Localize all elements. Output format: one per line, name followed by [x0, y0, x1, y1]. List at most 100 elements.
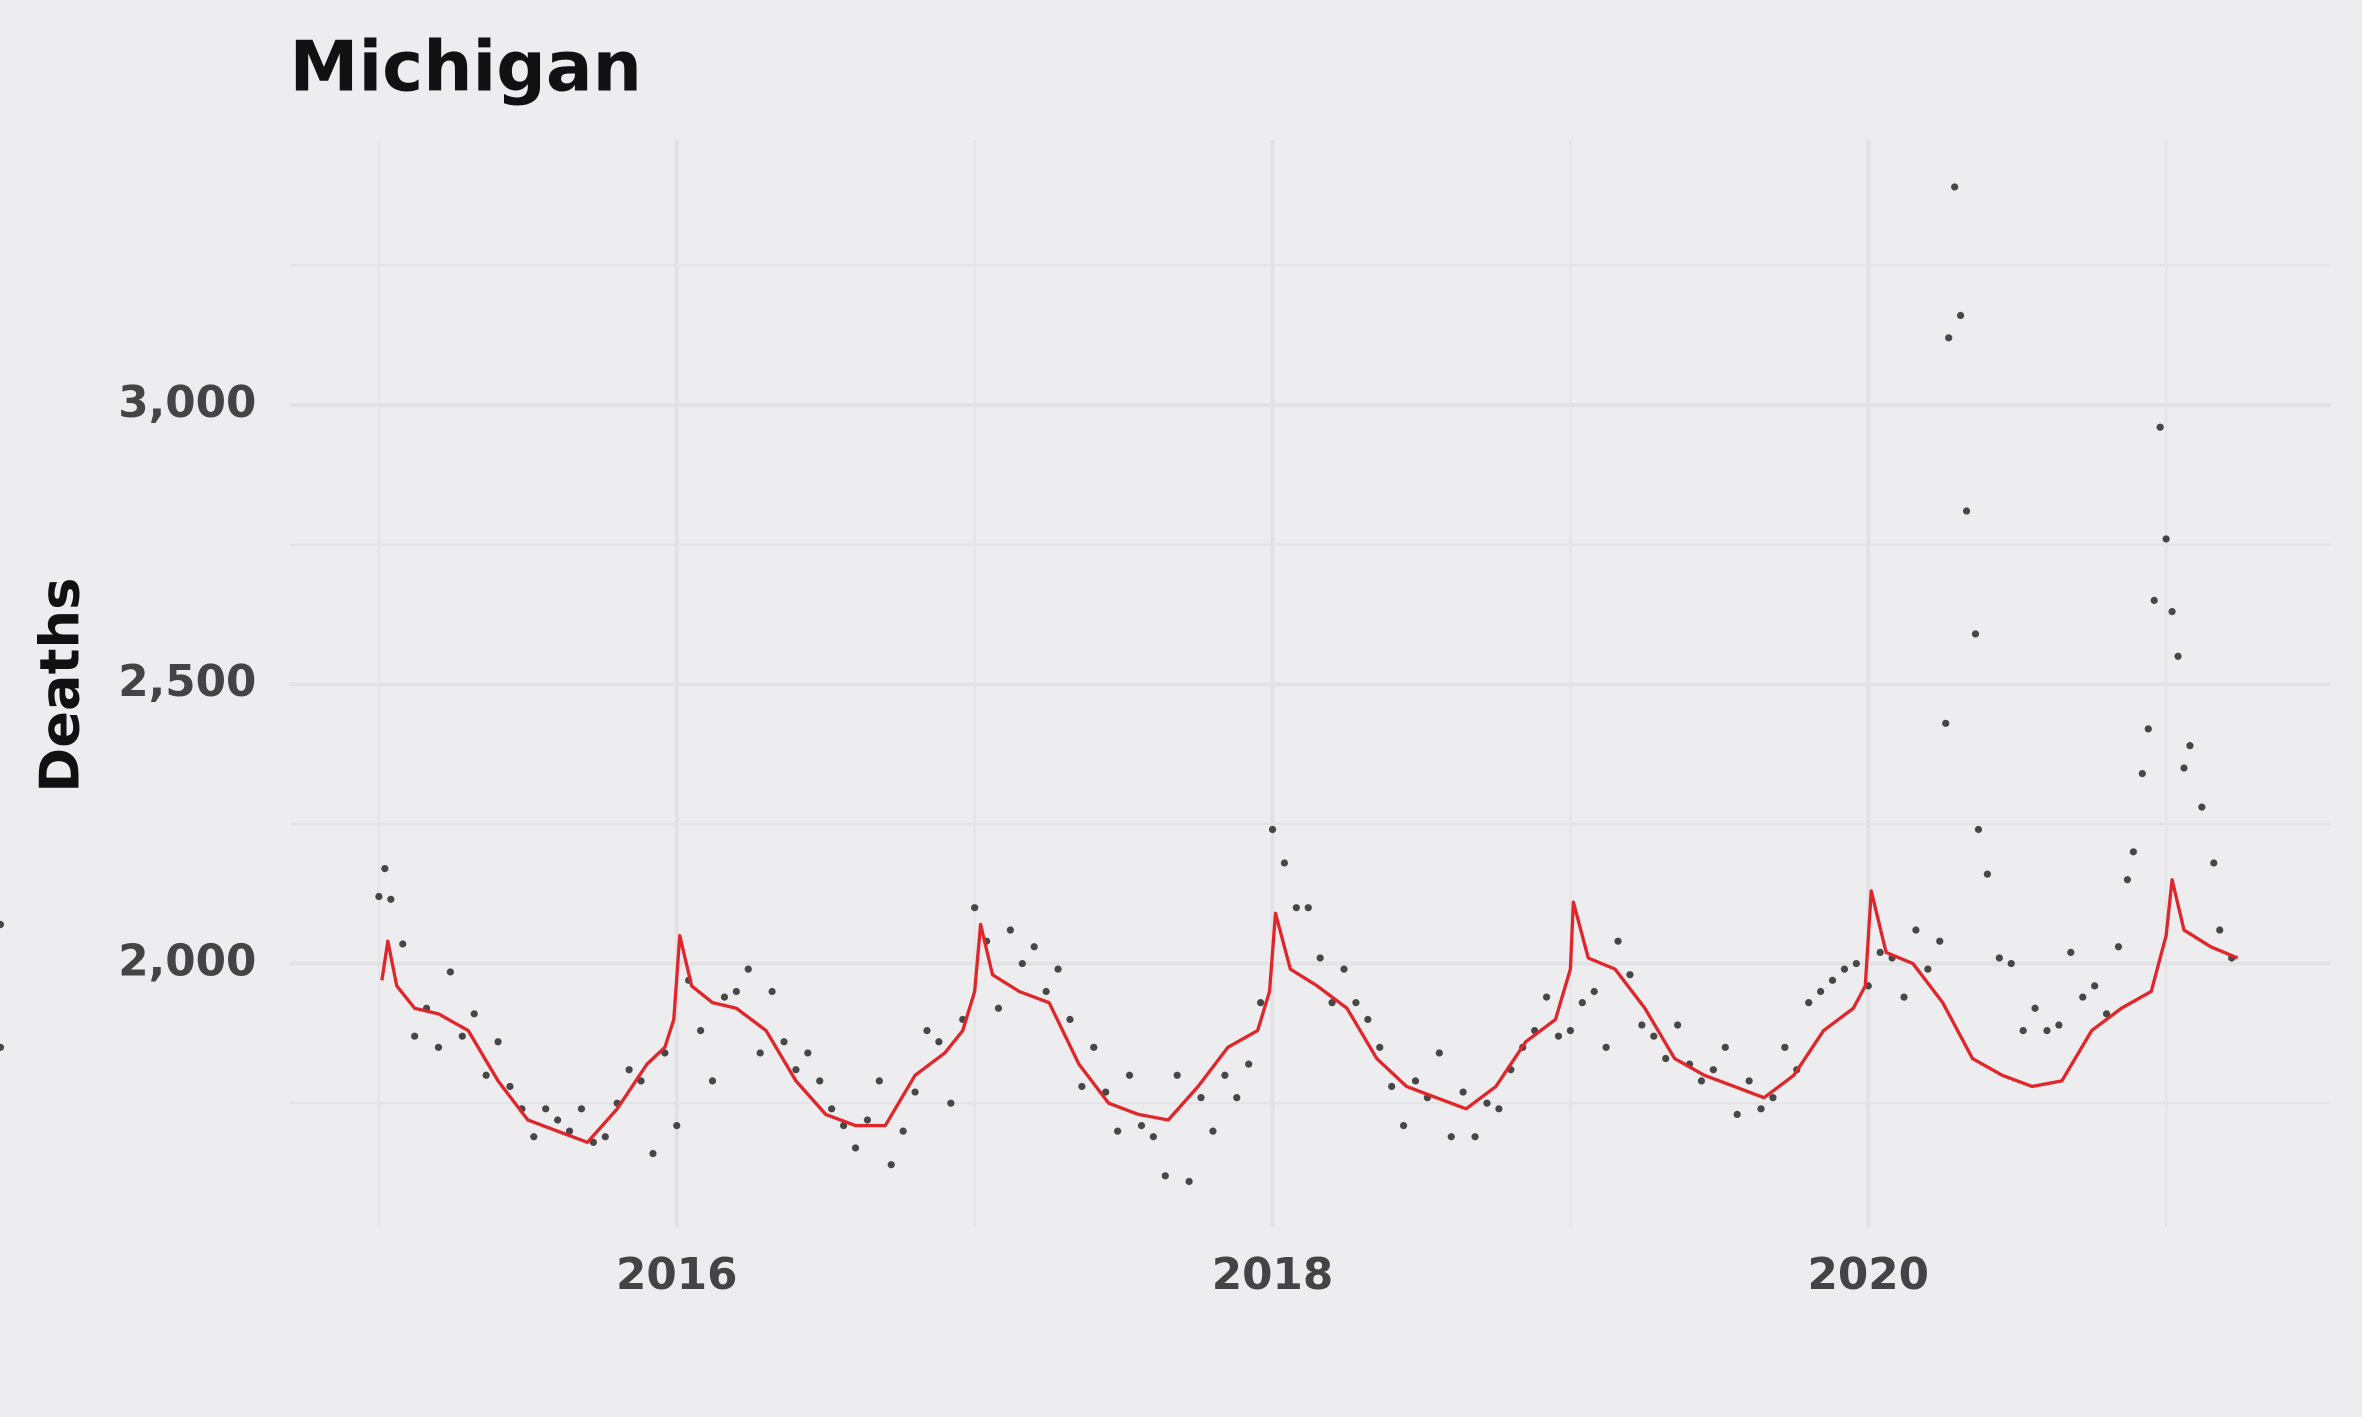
- data-point: [2150, 596, 2158, 605]
- data-point: [863, 1116, 872, 1124]
- data-point: [411, 1032, 419, 1040]
- data-point: [589, 1138, 597, 1146]
- data-point: [1221, 1071, 1229, 1079]
- data-point: [2216, 926, 2224, 934]
- data-point: [2186, 742, 2194, 750]
- data-point: [601, 1133, 609, 1141]
- data-point: [565, 1127, 574, 1135]
- data-point: [673, 1121, 681, 1130]
- data-point: [1471, 1133, 1479, 1141]
- data-point: [1626, 971, 1634, 979]
- data-point: [1161, 1172, 1169, 1180]
- data-point: [1483, 1099, 1491, 1107]
- data-point: [696, 1026, 705, 1035]
- data-point: [1912, 926, 1920, 934]
- data-point: [756, 1049, 764, 1057]
- data-point: [577, 1105, 586, 1113]
- data-point: [1411, 1077, 1420, 1085]
- data-point: [971, 904, 979, 912]
- data-point: [554, 1116, 562, 1124]
- data-point: [1054, 965, 1062, 973]
- data-point: [2055, 1021, 2063, 1029]
- data-point: [899, 1127, 907, 1135]
- data-point: [1924, 965, 1932, 973]
- data-point: [1495, 1105, 1503, 1113]
- data-point: [1388, 1082, 1396, 1091]
- data-point: [1876, 948, 1884, 956]
- data-point: [1936, 937, 1944, 945]
- data-point: [1328, 999, 1336, 1007]
- data-point: [1066, 1015, 1074, 1024]
- x-tick-label: 2018: [1212, 1249, 1334, 1300]
- data-point: [1674, 1021, 1682, 1029]
- data-point: [1956, 311, 1965, 320]
- data-point: [839, 1121, 848, 1130]
- data-point: [1137, 1121, 1146, 1130]
- data-point: [1435, 1049, 1443, 1057]
- data-point: [2138, 769, 2146, 778]
- data-point: [1733, 1110, 1741, 1119]
- data-point: [1447, 1133, 1455, 1141]
- data-point: [2019, 1026, 2027, 1035]
- data-point: [2180, 764, 2188, 772]
- data-point: [923, 1026, 931, 1035]
- data-point: [2210, 859, 2218, 867]
- data-point: [446, 968, 455, 976]
- data-point: [1638, 1021, 1646, 1029]
- data-point: [2114, 943, 2123, 951]
- data-point: [1781, 1043, 1789, 1051]
- data-point: [1697, 1077, 1706, 1085]
- data-point: [1209, 1127, 1217, 1135]
- data-point: [1805, 999, 1813, 1007]
- data-point: [708, 1077, 717, 1085]
- data-point: [1233, 1094, 1241, 1102]
- data-point: [1590, 987, 1598, 996]
- data-point: [1173, 1071, 1181, 1079]
- data-point: [399, 940, 407, 948]
- data-point: [375, 892, 383, 901]
- data-point: [2129, 848, 2137, 856]
- trend-line: [380, 878, 2239, 1145]
- data-point: [816, 1077, 824, 1085]
- data-point: [2123, 876, 2132, 884]
- data-point: [1078, 1082, 1086, 1091]
- data-point: [1340, 965, 1348, 973]
- data-point: [1256, 999, 1265, 1007]
- data-point: [1757, 1105, 1765, 1113]
- data-point: [1650, 1032, 1658, 1040]
- data-point: [1709, 1066, 1717, 1074]
- data-point: [1662, 1054, 1670, 1063]
- data-point: [1900, 993, 1908, 1001]
- data-point: [1566, 1026, 1575, 1035]
- data-point: [434, 1043, 443, 1051]
- y-tick-label: 2,500: [118, 656, 256, 707]
- data-point: [1828, 976, 1837, 984]
- data-point: [1962, 507, 1971, 515]
- data-point: [387, 895, 395, 903]
- data-point: [1459, 1088, 1467, 1096]
- data-point: [2067, 948, 2075, 956]
- data-point: [494, 1038, 502, 1046]
- data-point: [637, 1077, 645, 1085]
- data-point: [887, 1161, 895, 1169]
- data-point: [947, 1099, 955, 1107]
- data-point: [1840, 965, 1849, 973]
- data-point: [1614, 937, 1622, 945]
- data-point: [1554, 1032, 1563, 1040]
- data-point: [0, 1043, 5, 1051]
- data-point: [482, 1071, 490, 1079]
- data-point: [2007, 959, 2015, 968]
- data-point: [1995, 954, 2003, 962]
- data-point: [649, 1149, 657, 1158]
- data-point: [1364, 1015, 1372, 1024]
- data-point: [458, 1032, 466, 1040]
- data-point: [2168, 607, 2176, 616]
- data-point: [2144, 725, 2152, 733]
- data-point: [625, 1066, 633, 1074]
- data-point: [2156, 423, 2164, 431]
- data-point: [875, 1077, 883, 1085]
- data-point: [1030, 943, 1038, 951]
- data-point: [2079, 993, 2087, 1001]
